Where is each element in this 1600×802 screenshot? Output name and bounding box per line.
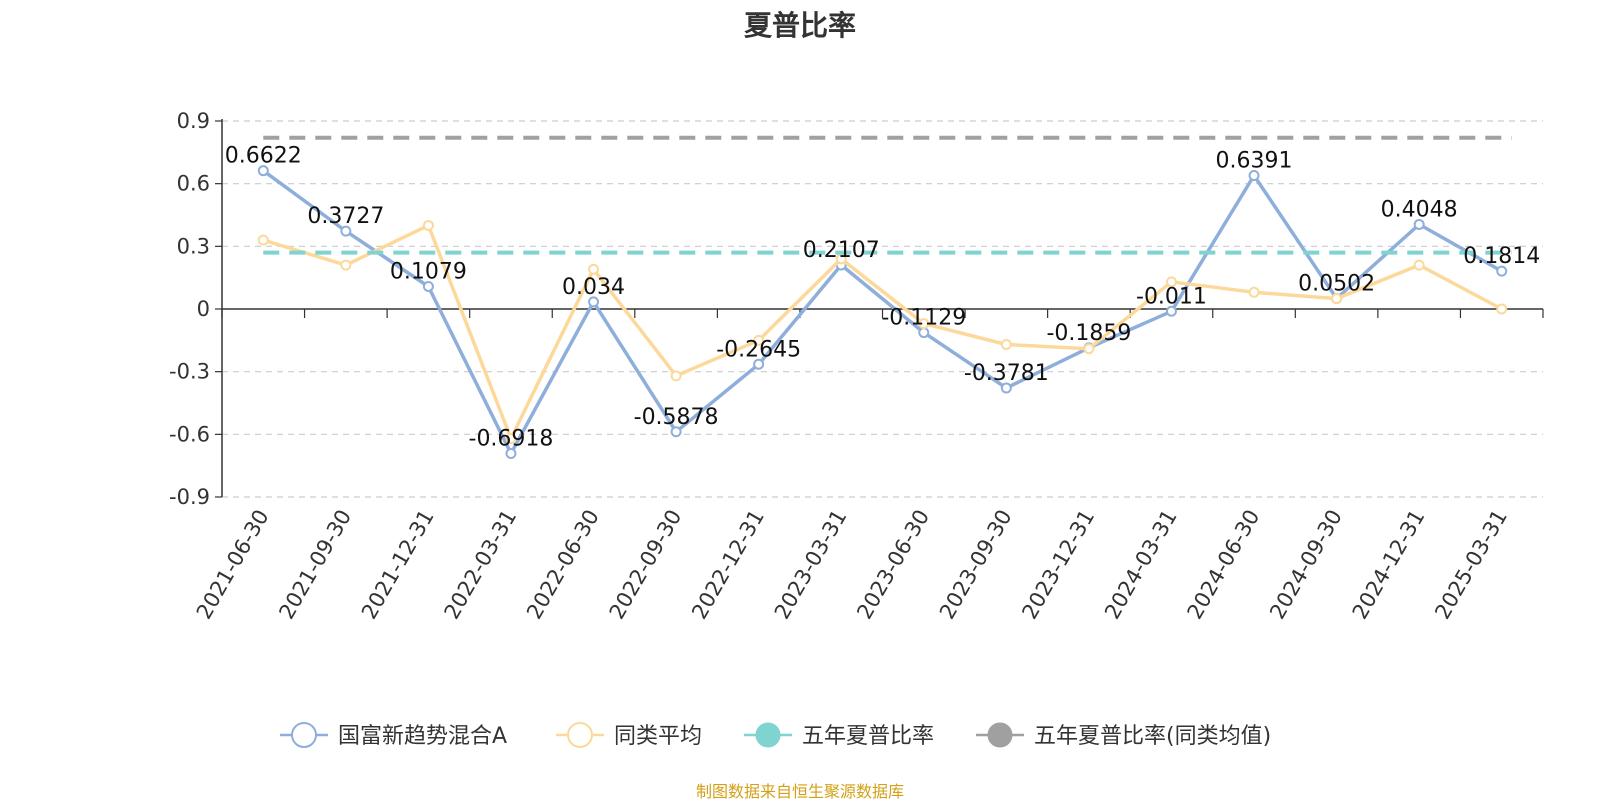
- y-tick-label: -0.9: [169, 485, 210, 509]
- x-tick-label: 2021-09-30: [274, 506, 356, 624]
- series-point-1: [1413, 259, 1425, 271]
- x-tick-label: 2022-03-31: [439, 506, 521, 624]
- series-point-0: [1496, 265, 1508, 277]
- x-tick-label: 2025-03-31: [1430, 506, 1512, 624]
- series-point-0: [1165, 305, 1177, 317]
- series-point-1: [340, 259, 352, 271]
- series-point-0: [670, 426, 682, 438]
- y-tick-label: 0.9: [177, 109, 210, 133]
- x-tick-label: 2024-09-30: [1265, 506, 1347, 624]
- series-point-0: [505, 448, 517, 460]
- series-point-1: [918, 318, 930, 330]
- legend-label: 同类平均: [614, 724, 702, 749]
- series-point-1: [257, 234, 269, 246]
- series-point-1: [1000, 339, 1012, 351]
- series-point-1: [753, 334, 765, 346]
- x-tick-label: 2023-06-30: [852, 506, 934, 624]
- data-label: 0.6622: [225, 144, 302, 169]
- x-tick-label: 2022-12-31: [687, 506, 769, 624]
- series-point-1: [422, 219, 434, 231]
- data-label: 0.1079: [390, 259, 467, 284]
- legend-swatch-marker: [987, 722, 1013, 748]
- data-label: -0.5878: [634, 405, 719, 430]
- x-tick-label: 2021-06-30: [192, 506, 274, 624]
- data-label: 0.3727: [307, 204, 384, 229]
- series-point-0: [340, 225, 352, 237]
- data-label: -0.3781: [964, 361, 1049, 386]
- series-point-1: [588, 263, 600, 275]
- series-point-1: [670, 370, 682, 382]
- legend-swatch-marker: [755, 722, 781, 748]
- series-line-0: [262, 169, 1503, 456]
- series-point-0: [257, 165, 269, 177]
- data-label: -0.6918: [469, 427, 554, 452]
- x-tick-label: 2022-06-30: [522, 506, 604, 624]
- x-tick-label: 2024-06-30: [1183, 506, 1265, 624]
- series-point-0: [422, 280, 434, 292]
- series-point-1: [505, 433, 517, 445]
- source-note: 制图数据来自恒生聚源数据库: [695, 782, 904, 801]
- legend-swatch-marker: [291, 722, 317, 748]
- series-point-1: [1331, 293, 1343, 305]
- series-point-0: [1248, 169, 1260, 181]
- series-point-1: [1083, 343, 1095, 355]
- data-label: 0.034: [562, 275, 625, 300]
- y-tick-label: 0.6: [177, 172, 210, 196]
- y-tick-label: 0: [197, 297, 210, 321]
- chart-title: 夏普比率: [743, 9, 856, 42]
- data-label: 0.4048: [1381, 197, 1458, 222]
- legend-label: 国富新趋势混合A: [338, 724, 507, 749]
- y-tick-label: 0.3: [177, 234, 210, 258]
- x-tick-label: 2022-09-30: [605, 506, 687, 624]
- legend-swatch-marker: [567, 722, 593, 748]
- data-label: -0.1859: [1046, 321, 1131, 346]
- series-point-1: [1248, 286, 1260, 298]
- x-tick-label: 2023-12-31: [1017, 506, 1099, 624]
- data-label: 0.0502: [1298, 272, 1375, 297]
- data-label: 0.1814: [1463, 244, 1540, 269]
- data-label: -0.1129: [881, 306, 966, 331]
- legend-label: 五年夏普比率(同类均值): [1034, 724, 1271, 749]
- x-tick-label: 2023-03-31: [770, 506, 852, 624]
- series-line-1: [262, 223, 1503, 441]
- x-tick-label: 2024-12-31: [1348, 506, 1430, 624]
- data-label: 0.2107: [803, 238, 880, 263]
- x-tick-label: 2021-12-31: [357, 506, 439, 624]
- data-label: -0.2645: [716, 337, 801, 362]
- series-point-1: [1496, 303, 1508, 315]
- legend-label: 五年夏普比率: [802, 724, 934, 749]
- series-point-1: [1165, 276, 1177, 288]
- data-label: 0.6391: [1216, 148, 1293, 173]
- data-label: -0.011: [1136, 284, 1207, 309]
- y-tick-label: -0.3: [169, 360, 210, 384]
- x-tick-label: 2024-03-31: [1100, 506, 1182, 624]
- y-tick-label: -0.6: [169, 422, 210, 446]
- series-point-0: [753, 358, 765, 370]
- series-point-0: [1413, 218, 1425, 230]
- series-point-0: [588, 296, 600, 308]
- series-point-0: [1000, 382, 1012, 394]
- x-tick-label: 2023-09-30: [935, 506, 1017, 624]
